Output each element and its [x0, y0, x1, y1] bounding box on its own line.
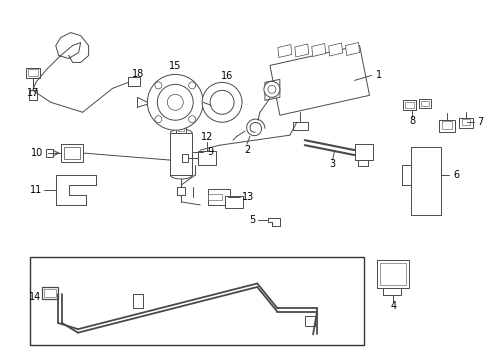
Text: 10: 10: [31, 148, 43, 158]
Text: 17: 17: [26, 88, 39, 98]
Bar: [28, 69, 38, 76]
Bar: [292, 122, 307, 130]
Circle shape: [210, 90, 234, 114]
Text: 11: 11: [30, 185, 42, 195]
Bar: [182, 154, 188, 162]
Bar: [178, 124, 184, 131]
Bar: [176, 123, 186, 133]
Polygon shape: [345, 42, 359, 55]
Bar: [410, 147, 440, 215]
Text: 15: 15: [169, 62, 181, 71]
Bar: [42, 287, 58, 299]
Circle shape: [155, 82, 162, 89]
Bar: [61, 144, 82, 162]
Text: 8: 8: [408, 116, 415, 126]
Text: 9: 9: [206, 147, 213, 157]
Text: 6: 6: [452, 170, 458, 180]
Bar: [377, 260, 408, 288]
Text: 3: 3: [329, 159, 335, 169]
Bar: [198, 151, 216, 165]
Polygon shape: [294, 44, 308, 57]
Text: 12: 12: [201, 132, 213, 142]
Bar: [44, 289, 56, 297]
Polygon shape: [264, 80, 279, 100]
Bar: [208, 189, 229, 205]
Bar: [177, 187, 185, 195]
Bar: [354, 144, 372, 160]
Bar: [458, 118, 472, 128]
Circle shape: [188, 116, 195, 123]
Circle shape: [202, 82, 242, 122]
Bar: [128, 77, 140, 86]
Text: 1: 1: [376, 71, 382, 80]
Polygon shape: [311, 44, 325, 57]
Text: 13: 13: [242, 192, 254, 202]
Text: 16: 16: [221, 71, 233, 81]
Bar: [133, 294, 142, 308]
Bar: [405, 102, 413, 108]
Bar: [438, 120, 454, 132]
Circle shape: [267, 85, 275, 93]
Text: 7: 7: [476, 117, 482, 127]
Bar: [380, 263, 406, 285]
Text: 5: 5: [248, 215, 255, 225]
Circle shape: [167, 94, 183, 110]
Circle shape: [264, 81, 279, 97]
Bar: [170, 133, 192, 175]
Bar: [419, 99, 430, 108]
Polygon shape: [269, 45, 369, 115]
Bar: [305, 316, 314, 326]
Bar: [29, 90, 37, 100]
Circle shape: [188, 82, 195, 89]
Bar: [461, 119, 469, 125]
Bar: [441, 121, 451, 129]
Text: 18: 18: [132, 69, 144, 80]
Circle shape: [157, 84, 193, 120]
Text: 4: 4: [389, 301, 396, 311]
Bar: [30, 257, 363, 345]
Text: 2: 2: [244, 145, 249, 155]
Bar: [208, 194, 222, 200]
Text: 14: 14: [29, 292, 41, 302]
Polygon shape: [277, 45, 291, 58]
Bar: [403, 100, 415, 110]
Circle shape: [147, 75, 203, 130]
Bar: [421, 101, 428, 106]
Bar: [63, 147, 80, 159]
Bar: [26, 68, 40, 78]
Polygon shape: [328, 43, 342, 56]
Circle shape: [155, 116, 162, 123]
Bar: [224, 196, 243, 208]
Bar: [46, 149, 53, 157]
